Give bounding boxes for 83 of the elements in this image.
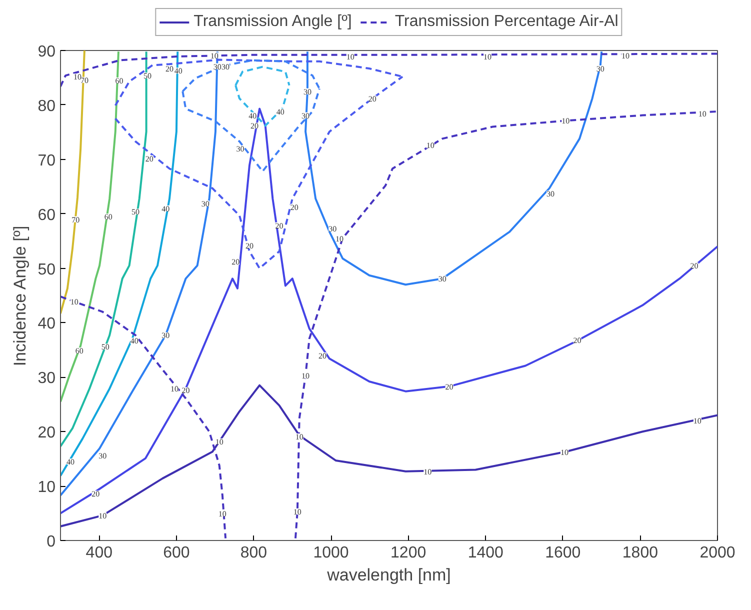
legend-label: Transmission Percentage Air-Al bbox=[394, 13, 618, 31]
x-tick-label: 1000 bbox=[313, 544, 349, 562]
annotation: 30 bbox=[236, 144, 244, 154]
annotation: 30 bbox=[303, 87, 312, 96]
annotation: 70 bbox=[80, 76, 88, 85]
annotation: 60 bbox=[115, 76, 124, 86]
annotation: 40 bbox=[162, 204, 170, 214]
x-tick-label: 1600 bbox=[545, 544, 581, 562]
annotation: 10 bbox=[622, 51, 630, 60]
annotation: 20 bbox=[318, 351, 327, 360]
annotation: 20 bbox=[290, 202, 298, 212]
y-tick-label: 0 bbox=[46, 534, 56, 550]
annotation: 60 bbox=[104, 212, 112, 222]
annotation: 10 bbox=[210, 51, 218, 60]
y-tick-label: 80 bbox=[38, 98, 56, 115]
annotation: 30 bbox=[438, 274, 446, 284]
annotation: 10 bbox=[170, 384, 179, 394]
annotation: 50 bbox=[101, 342, 110, 352]
annotation: 10 bbox=[336, 234, 344, 244]
annotation: 20 bbox=[250, 122, 259, 131]
annotation: 20 bbox=[165, 64, 174, 74]
annotation: 20 bbox=[245, 241, 254, 250]
annotation: 30 bbox=[546, 190, 555, 199]
annotation: 30 bbox=[98, 452, 107, 461]
annotation: 10 bbox=[562, 116, 570, 126]
annotation: 10 bbox=[560, 448, 568, 457]
annotation: 30 bbox=[201, 199, 210, 208]
annotation: 50 bbox=[143, 72, 152, 81]
annotation: 40 bbox=[248, 111, 257, 120]
annotation: 20 bbox=[275, 221, 284, 230]
annotation: 20 bbox=[92, 490, 100, 499]
annotation: 10 bbox=[70, 297, 78, 306]
annotation: 10 bbox=[74, 72, 82, 82]
y-tick-label: 70 bbox=[38, 152, 56, 170]
annotation: 10 bbox=[98, 511, 107, 520]
annotation: 30 bbox=[302, 111, 310, 120]
x-axis-title: wavelength [nm] bbox=[326, 566, 451, 584]
annotation: 10 bbox=[293, 508, 302, 517]
annotation: 20 bbox=[232, 258, 240, 267]
y-tick-label: 10 bbox=[38, 479, 56, 496]
y-tick-label: 30 bbox=[38, 370, 56, 388]
x-tick-label: 2000 bbox=[700, 544, 736, 562]
annotation: 10 bbox=[426, 141, 434, 150]
annotation: 40 bbox=[276, 107, 284, 116]
annotation: 10 bbox=[698, 110, 706, 119]
x-tick-label: 400 bbox=[86, 544, 113, 562]
annotation: 40 bbox=[174, 66, 182, 76]
annotation: 30 bbox=[596, 64, 604, 74]
annotation: 10 bbox=[424, 467, 432, 476]
annotation: 10 bbox=[484, 52, 492, 62]
annotation: 30 bbox=[162, 331, 170, 340]
annotation: 40 bbox=[66, 458, 75, 467]
legend-label: Transmission Angle [º] bbox=[194, 13, 352, 31]
x-tick-label: 800 bbox=[240, 544, 268, 562]
annotation: 20 bbox=[573, 336, 582, 346]
annotation: 10 bbox=[295, 432, 304, 442]
annotation: 30 bbox=[213, 62, 222, 72]
y-tick-label: 90 bbox=[38, 44, 56, 60]
annotation: 50 bbox=[131, 208, 140, 217]
annotation: 60 bbox=[75, 346, 84, 356]
annotation: 70 bbox=[72, 215, 80, 224]
y-tick-label: 40 bbox=[38, 316, 56, 333]
x-tick-label: 1400 bbox=[468, 544, 504, 562]
annotation: 30 bbox=[222, 62, 230, 72]
annotation: 20 bbox=[445, 382, 454, 392]
annotation: 20 bbox=[368, 94, 376, 104]
annotation: 20 bbox=[182, 386, 190, 396]
annotation: 20 bbox=[690, 262, 698, 271]
annotation: 10 bbox=[302, 372, 310, 381]
annotation: 30 bbox=[328, 224, 337, 234]
y-axis-title: Incidence Angle [º] bbox=[10, 226, 30, 366]
annotation: 10 bbox=[693, 416, 702, 426]
x-tick-label: 1200 bbox=[390, 544, 426, 562]
annotation: 10 bbox=[218, 509, 226, 518]
x-tick-label: 600 bbox=[163, 544, 190, 562]
annotation: 10 bbox=[346, 52, 354, 62]
x-tick-label: 1800 bbox=[622, 544, 658, 562]
annotation: 40 bbox=[130, 336, 138, 346]
annotation: 20 bbox=[145, 154, 154, 164]
annotation: 10 bbox=[215, 437, 224, 446]
y-tick-label: 50 bbox=[38, 261, 56, 278]
y-tick-label: 20 bbox=[38, 424, 56, 442]
y-tick-label: 60 bbox=[38, 206, 56, 224]
